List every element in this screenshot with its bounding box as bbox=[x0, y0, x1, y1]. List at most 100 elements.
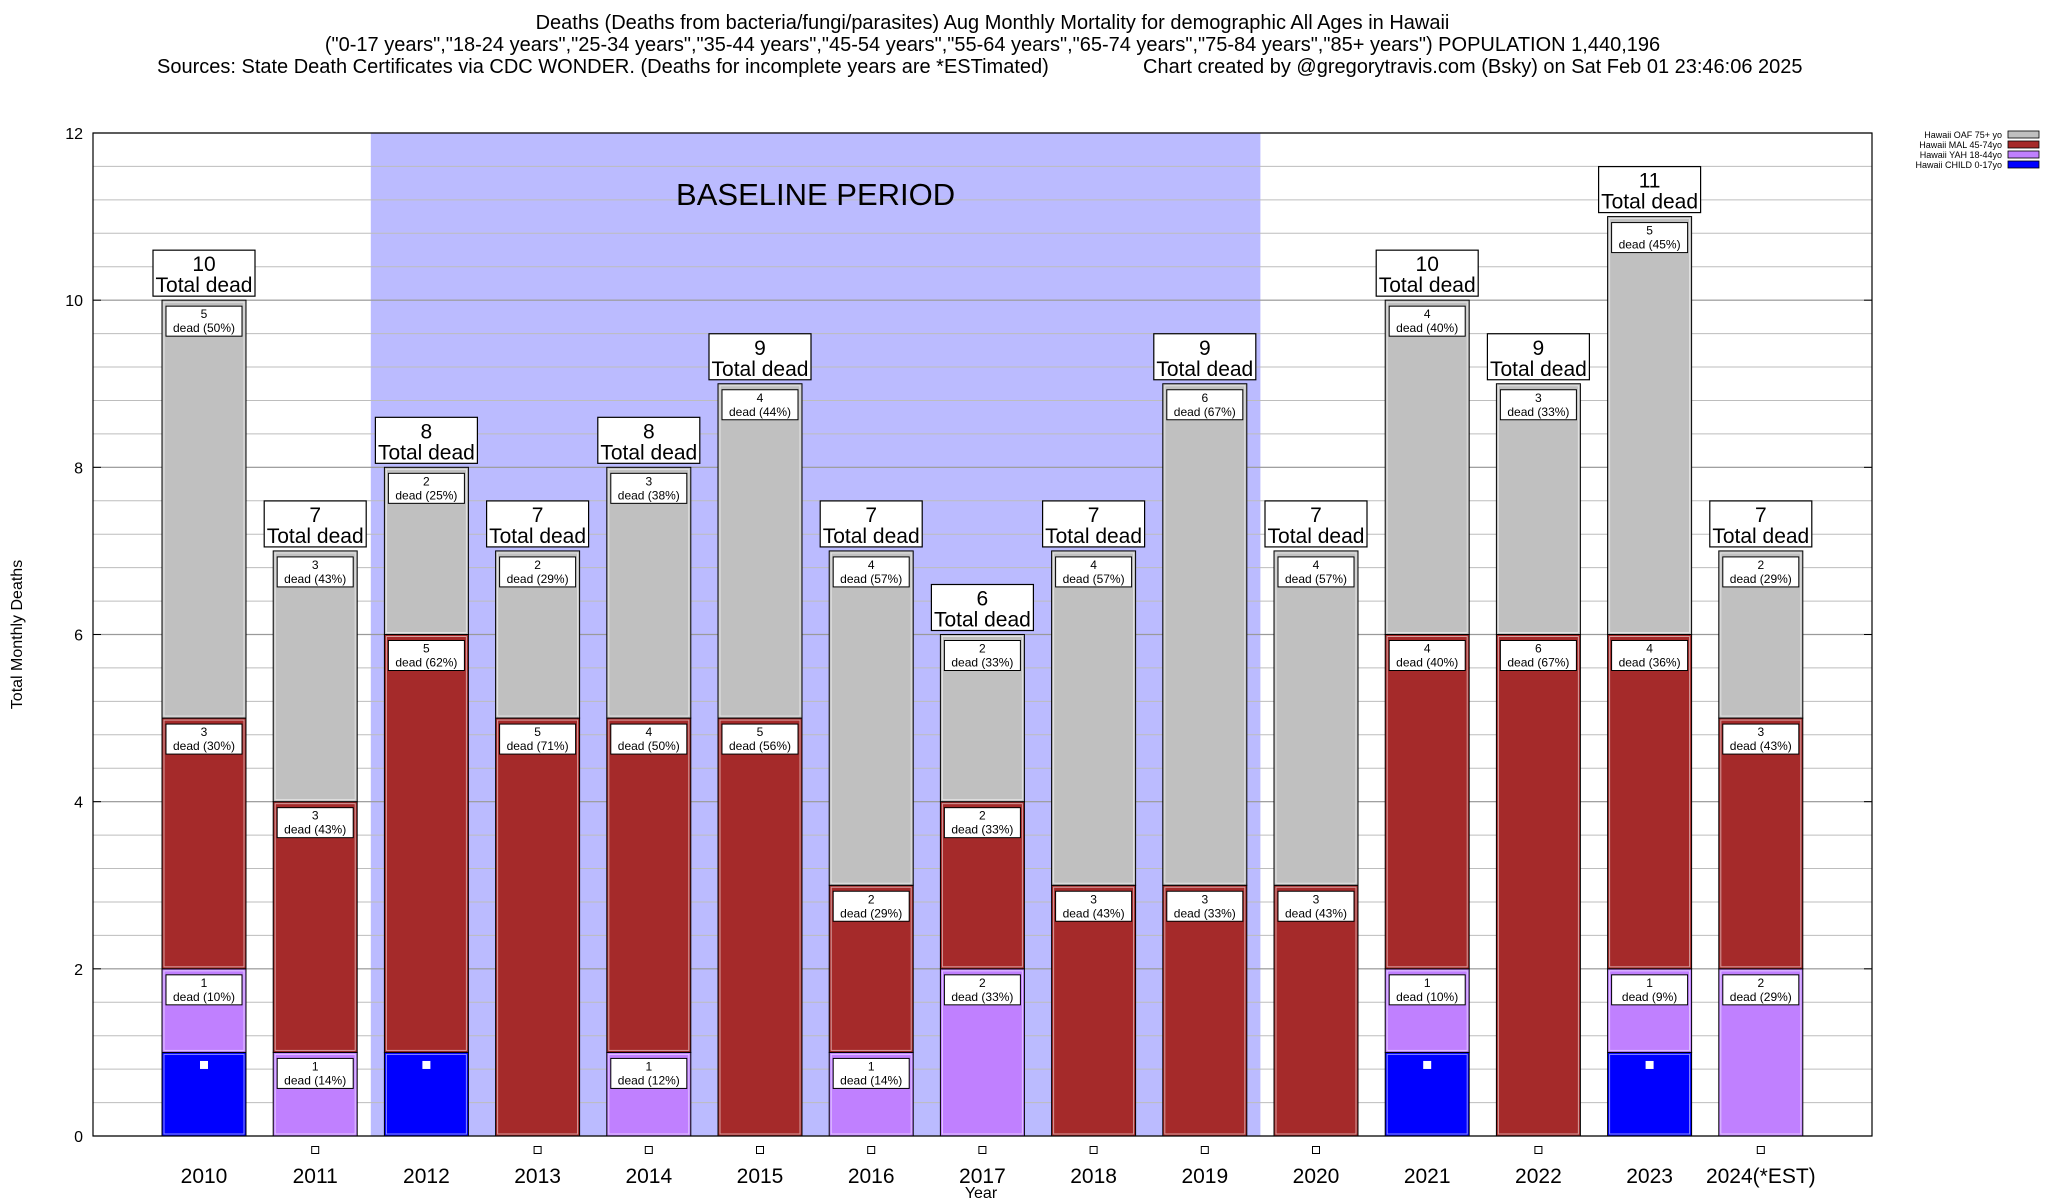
bar-segment-inner bbox=[1609, 1053, 1691, 1135]
bar-segment-inner bbox=[1053, 886, 1135, 1135]
bar-segment-inner bbox=[941, 970, 1023, 1135]
segment-label-box bbox=[610, 1057, 688, 1089]
bar-marker bbox=[1200, 1146, 1209, 1154]
bar-marker bbox=[200, 1060, 208, 1069]
x-tick-label: 2019 bbox=[1181, 1165, 1228, 1188]
segment-label-box bbox=[165, 974, 243, 1006]
bar-segment bbox=[272, 801, 358, 1053]
bar-segment bbox=[1162, 383, 1248, 886]
bar-segment bbox=[161, 717, 247, 970]
baseline-label: BASELINE PERIOD bbox=[676, 177, 955, 212]
bar-segment-inner bbox=[941, 803, 1023, 968]
segment-label-box bbox=[1055, 556, 1133, 588]
total-count-label: 9 bbox=[1199, 337, 1211, 360]
total-label-box bbox=[930, 583, 1035, 632]
total-text-label: Total dead bbox=[1156, 358, 1253, 381]
segment-count-label: 4 bbox=[1090, 558, 1097, 572]
bar-segment-inner bbox=[830, 1053, 912, 1135]
bar-segment bbox=[1051, 550, 1137, 886]
segment-count-label: 1 bbox=[312, 1059, 319, 1073]
bar-segment bbox=[1051, 884, 1137, 1137]
total-count-label: 7 bbox=[1310, 504, 1322, 527]
bar-segment-inner bbox=[1497, 385, 1579, 633]
bar-segment-inner bbox=[1609, 636, 1691, 968]
bar-segment-inner bbox=[1164, 385, 1246, 884]
segment-percent-label: dead (29%) bbox=[507, 572, 569, 586]
bar-segment bbox=[1273, 884, 1359, 1137]
segment-count-label: 2 bbox=[423, 474, 430, 488]
segment-count-label: 4 bbox=[1646, 642, 1653, 656]
bar-marker bbox=[1645, 1060, 1654, 1069]
total-label-box bbox=[1041, 500, 1146, 548]
segment-label-box bbox=[610, 723, 688, 755]
bar-segment bbox=[1384, 299, 1470, 635]
bar-segment bbox=[717, 383, 803, 719]
total-label-box bbox=[1709, 500, 1813, 548]
legend-swatch bbox=[2007, 130, 2040, 139]
bar-segment bbox=[383, 634, 469, 1053]
total-count-label: 7 bbox=[309, 504, 321, 527]
segment-label-box bbox=[1499, 389, 1577, 421]
segment-label-box bbox=[721, 389, 799, 421]
segment-count-label: 1 bbox=[1424, 976, 1431, 990]
segment-percent-label: dead (12%) bbox=[618, 1073, 680, 1087]
y-tick-label: 12 bbox=[65, 126, 83, 143]
segment-label-box bbox=[1277, 556, 1355, 588]
segment-percent-label: dead (43%) bbox=[284, 823, 346, 837]
bar-segment-inner bbox=[941, 636, 1023, 801]
segment-count-label: 3 bbox=[312, 809, 319, 823]
x-tick-label: 2017 bbox=[959, 1165, 1006, 1188]
segment-count-label: 6 bbox=[1201, 391, 1208, 405]
x-tick-label: 2024(*EST) bbox=[1706, 1165, 1816, 1188]
y-tick-label: 10 bbox=[65, 293, 83, 310]
segment-count-label: 2 bbox=[868, 892, 875, 906]
bar-segment bbox=[1162, 884, 1248, 1137]
segment-label-box bbox=[943, 807, 1021, 839]
bar-marker bbox=[644, 1146, 653, 1154]
chart-subtitle: ("0-17 years","18-24 years","25-34 years… bbox=[324, 34, 1661, 56]
segment-count-label: 2 bbox=[534, 558, 541, 572]
total-count-label: 9 bbox=[754, 337, 766, 360]
segment-percent-label: dead (40%) bbox=[1396, 321, 1458, 335]
x-tick-label: 2021 bbox=[1404, 1165, 1451, 1188]
total-count-label: 7 bbox=[532, 504, 544, 527]
segment-percent-label: dead (62%) bbox=[395, 656, 457, 670]
bar-segment-inner bbox=[163, 1053, 245, 1135]
bar-segment-inner bbox=[1275, 552, 1357, 884]
segment-label-box bbox=[387, 472, 465, 504]
total-text-label: Total dead bbox=[378, 441, 475, 464]
bar-segment-inner bbox=[274, 803, 356, 1051]
x-tick-label: 2011 bbox=[293, 1165, 338, 1188]
bar-marker bbox=[756, 1146, 764, 1154]
segment-percent-label: dead (40%) bbox=[1396, 656, 1458, 670]
segment-percent-label: dead (57%) bbox=[1063, 572, 1125, 586]
segment-percent-label: dead (33%) bbox=[1507, 405, 1569, 419]
segment-label-box bbox=[1277, 890, 1355, 922]
total-text-label: Total dead bbox=[823, 525, 920, 548]
segment-percent-label: dead (67%) bbox=[1174, 405, 1236, 419]
legend-label: Hawaii YAH 18-44yo bbox=[1920, 150, 2002, 160]
segment-label-box bbox=[387, 640, 465, 671]
segment-count-label: 5 bbox=[757, 725, 764, 739]
total-text-label: Total dead bbox=[1045, 525, 1142, 548]
segment-percent-label: dead (57%) bbox=[1285, 572, 1347, 586]
segment-percent-label: dead (14%) bbox=[284, 1073, 346, 1087]
bar-segment-inner bbox=[1053, 552, 1135, 884]
segment-count-label: 4 bbox=[645, 725, 652, 739]
segment-count-label: 6 bbox=[1535, 642, 1542, 656]
segment-label-box bbox=[1611, 640, 1689, 671]
total-label-box bbox=[263, 500, 367, 548]
total-text-label: Total dead bbox=[267, 525, 364, 548]
segment-percent-label: dead (29%) bbox=[840, 906, 902, 920]
segment-count-label: 3 bbox=[201, 725, 208, 739]
total-count-label: 7 bbox=[1088, 504, 1100, 527]
total-text-label: Total dead bbox=[1490, 358, 1587, 381]
bar-segment-inner bbox=[163, 970, 245, 1051]
segment-count-label: 1 bbox=[645, 1059, 652, 1073]
total-text-label: Total dead bbox=[489, 525, 586, 548]
segment-label-box bbox=[1055, 890, 1133, 922]
segment-count-label: 2 bbox=[979, 976, 986, 990]
bar-segment-inner bbox=[274, 552, 356, 801]
bar-segment-inner bbox=[1609, 218, 1691, 633]
total-count-label: 6 bbox=[977, 588, 989, 611]
